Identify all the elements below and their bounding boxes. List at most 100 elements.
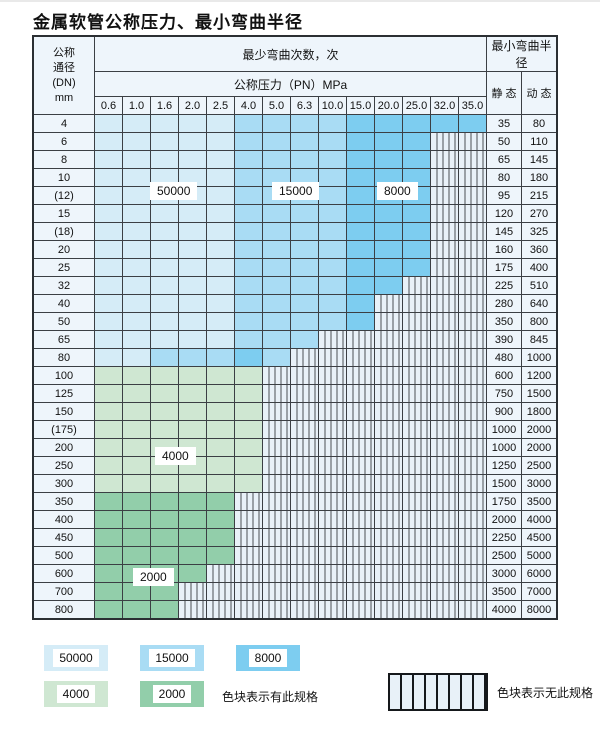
cell-unavailable [318,402,347,421]
cell-available [262,258,291,277]
cell-unavailable [318,330,347,349]
cell-available [318,168,347,187]
static-radius-cell: 1500 [486,474,522,493]
cell-available [150,366,179,385]
static-radius-cell: 3500 [486,582,522,601]
value-callout: 4000 [155,447,196,465]
cell-unavailable [402,348,431,367]
cell-unavailable [374,528,403,547]
cell-available [290,132,319,151]
cell-available [262,150,291,169]
cell-available [150,402,179,421]
dynamic-radius-cell: 510 [521,276,558,295]
legend-swatch-value: 15000 [149,649,195,667]
cell-unavailable [290,546,319,565]
cell-available [234,186,263,205]
cell-available [234,168,263,187]
legend-unavailable-swatch [388,673,488,711]
cell-available [122,402,151,421]
cell-available [402,222,431,241]
static-radius-cell: 120 [486,204,522,223]
cell-unavailable [458,456,487,475]
cell-available [346,312,375,331]
cell-available [234,420,263,439]
pressure-col-header-10: 20.0 [374,96,403,115]
dynamic-radius-cell: 3000 [521,474,558,493]
cell-unavailable [458,492,487,511]
cell-available [122,222,151,241]
dynamic-radius-cell: 180 [521,168,558,187]
cell-unavailable [374,564,403,583]
dn-cell: (175) [32,420,95,439]
cell-available [234,330,263,349]
dynamic-radius-cell: 145 [521,150,558,169]
cell-unavailable [262,492,291,511]
cell-unavailable [262,546,291,565]
cell-unavailable [458,258,487,277]
cell-available [262,132,291,151]
cell-unavailable [430,546,459,565]
cell-unavailable [290,384,319,403]
table-row: 125 750 1500 [32,384,558,403]
cell-available [318,276,347,295]
cell-unavailable [402,582,431,601]
dynamic-radius-cell: 215 [521,186,558,205]
cell-available [94,366,123,385]
static-radius-cell: 145 [486,222,522,241]
cell-unavailable [458,330,487,349]
dn-header: 公称 通径 (DN) mm [32,35,95,115]
cell-available [178,420,207,439]
cell-available [374,114,403,133]
cell-available [290,204,319,223]
cell-unavailable [206,564,235,583]
cell-available [94,168,123,187]
cell-unavailable [402,330,431,349]
cell-available [346,186,375,205]
cell-unavailable [402,384,431,403]
cell-available [122,186,151,205]
cell-unavailable [318,456,347,475]
table-row: 32 225 510 [32,276,558,295]
legend-swatch: 50000 [44,645,108,671]
cell-available [318,150,347,169]
dn-cell: 65 [32,330,95,349]
cell-unavailable [430,132,459,151]
table-row: 150 900 1800 [32,402,558,421]
cell-unavailable [346,582,375,601]
cell-available [122,474,151,493]
cell-available [346,204,375,223]
cell-available [150,204,179,223]
cell-available [94,456,123,475]
cell-available [234,438,263,457]
cell-unavailable [262,474,291,493]
cell-available [94,384,123,403]
dynamic-radius-cell: 1200 [521,366,558,385]
cell-available [262,114,291,133]
value-callout: 50000 [150,182,198,200]
cell-available [234,366,263,385]
cell-available [178,546,207,565]
cell-unavailable [430,240,459,259]
cell-unavailable [318,474,347,493]
cell-available [150,276,179,295]
cell-unavailable [318,564,347,583]
cell-unavailable [318,420,347,439]
cell-available [122,312,151,331]
cell-unavailable [346,600,375,620]
cell-available [374,132,403,151]
pressure-col-header-1: 1.0 [122,96,151,115]
cell-unavailable [262,384,291,403]
cell-unavailable [318,384,347,403]
cell-available [94,492,123,511]
cell-unavailable [458,312,487,331]
table-row: 600 3000 6000 [32,564,558,583]
static-radius-cell: 175 [486,258,522,277]
table-row: 50 350 800 [32,312,558,331]
cell-unavailable [374,546,403,565]
cell-unavailable [234,528,263,547]
cell-unavailable [262,438,291,457]
cell-unavailable [458,420,487,439]
spec-table: 公称 通径 (DN) mm 最少弯曲次数，次 最小弯曲半径 公称压力（PN）MP… [32,35,558,620]
cell-unavailable [318,546,347,565]
